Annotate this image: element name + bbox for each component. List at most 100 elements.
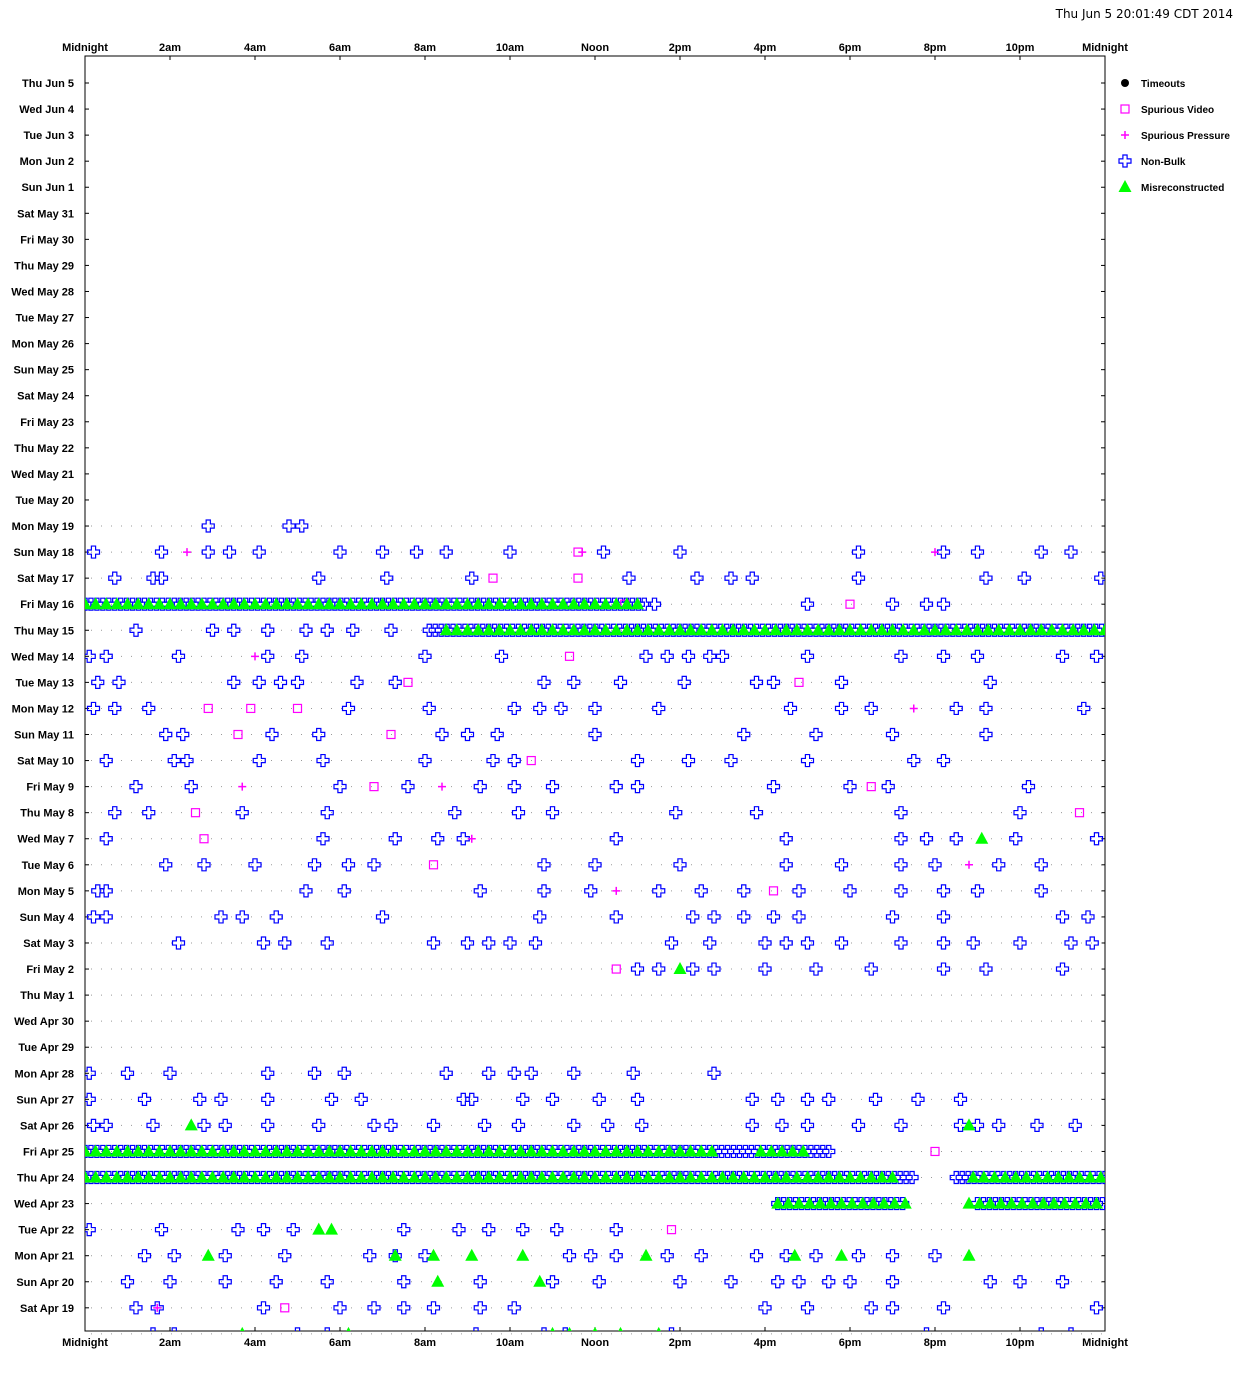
mark-misreconstructed xyxy=(567,623,581,636)
mark-spurious-pressure xyxy=(931,548,939,557)
mark-non-bulk xyxy=(1055,910,1070,924)
mark-non-bulk xyxy=(346,623,360,637)
mark-non-bulk xyxy=(885,597,900,611)
mark-misreconstructed xyxy=(684,1170,698,1183)
mark-misreconstructed xyxy=(599,597,613,610)
series-spurious-pressure xyxy=(153,548,973,1312)
mark-misreconstructed xyxy=(439,1144,453,1157)
mark-misreconstructed xyxy=(439,597,453,610)
mark-misreconstructed xyxy=(1030,1170,1044,1183)
mark-non-bulk xyxy=(197,858,211,872)
mark-misreconstructed xyxy=(1045,623,1059,636)
mark-misreconstructed xyxy=(237,1144,251,1157)
mark-misreconstructed xyxy=(152,597,166,610)
mark-non-bulk xyxy=(482,1223,496,1237)
mark-non-bulk xyxy=(953,1118,968,1132)
mark-non-bulk xyxy=(694,884,708,898)
mark-non-bulk xyxy=(473,1301,487,1315)
mark-misreconstructed xyxy=(769,1170,783,1183)
mark-misreconstructed xyxy=(429,1170,443,1183)
mark-non-bulk xyxy=(418,649,432,663)
mark-misreconstructed xyxy=(269,1170,283,1183)
mark-non-bulk xyxy=(312,1118,326,1132)
mark-non-bulk xyxy=(562,1249,577,1263)
mark-non-bulk xyxy=(112,675,126,689)
mark-non-bulk xyxy=(218,1275,232,1289)
mark-non-bulk xyxy=(176,727,190,742)
x-tick-label-bottom: 4am xyxy=(244,1337,266,1349)
mark-spurious-video xyxy=(794,677,804,687)
mark-misreconstructed xyxy=(988,1170,1001,1183)
mark-non-bulk xyxy=(936,1301,951,1315)
mark-non-bulk xyxy=(171,649,186,663)
mark-non-bulk xyxy=(745,571,759,585)
mark-non-bulk xyxy=(936,962,951,976)
mark-spurious-video xyxy=(768,886,779,896)
mark-misreconstructed xyxy=(949,623,963,636)
mark-non-bulk xyxy=(452,1223,466,1237)
mark-misreconstructed xyxy=(431,1274,445,1287)
mark-non-bulk xyxy=(184,780,198,794)
mark-non-bulk xyxy=(834,936,849,950)
mark-non-bulk xyxy=(588,701,602,716)
mark-misreconstructed xyxy=(365,1144,379,1157)
y-tick-label: Sat May 24 xyxy=(17,391,75,403)
mark-misreconstructed xyxy=(1058,1196,1072,1209)
mark-non-bulk xyxy=(154,1223,169,1237)
mark-non-bulk xyxy=(949,832,963,846)
mark-misreconstructed xyxy=(248,1170,262,1183)
mark-misreconstructed xyxy=(248,597,262,610)
mark-non-bulk xyxy=(85,1092,96,1106)
mark-non-bulk xyxy=(99,649,113,663)
mark-non-bulk xyxy=(503,936,517,950)
mark-non-bulk xyxy=(256,936,271,950)
mark-misreconstructed xyxy=(1079,1196,1093,1209)
mark-misreconstructed xyxy=(312,1170,326,1183)
mark-misreconstructed xyxy=(588,1144,602,1157)
mark-non-bulk xyxy=(936,753,951,768)
mark-non-bulk xyxy=(992,1118,1006,1132)
mark-non-bulk xyxy=(507,1066,521,1080)
mark-misreconstructed xyxy=(174,1170,188,1183)
mark-non-bulk xyxy=(843,884,857,898)
mark-misreconstructed xyxy=(354,1144,368,1157)
mark-misreconstructed xyxy=(1098,623,1105,636)
mark-non-bulk xyxy=(507,701,521,716)
mark-misreconstructed xyxy=(1019,1170,1033,1183)
mark-misreconstructed xyxy=(514,623,528,636)
x-tick-label-top: Midnight xyxy=(62,42,108,54)
mark-misreconstructed xyxy=(747,1170,761,1183)
mark-non-bulk xyxy=(724,753,738,768)
mark-misreconstructed xyxy=(535,1144,549,1157)
mark-non-bulk xyxy=(363,1249,377,1263)
mark-non-bulk xyxy=(205,623,220,637)
mark-non-bulk xyxy=(758,1301,772,1315)
mark-misreconstructed xyxy=(471,1170,485,1183)
mark-non-bulk xyxy=(630,753,645,768)
y-tick-label: Thu Apr 24 xyxy=(17,1173,75,1185)
mark-non-bulk xyxy=(554,701,568,716)
mark-misreconstructed xyxy=(835,1248,848,1261)
mark-misreconstructed xyxy=(1026,1196,1040,1209)
mark-misreconstructed xyxy=(567,597,581,610)
mark-misreconstructed xyxy=(110,597,124,610)
mark-non-bulk xyxy=(766,780,781,794)
y-tick-label: Sat Apr 19 xyxy=(20,1303,74,1315)
mark-misreconstructed xyxy=(121,1144,134,1157)
mark-misreconstructed xyxy=(1041,1170,1055,1183)
y-tick-label: Thu May 8 xyxy=(20,808,74,820)
x-tick-label-top: Midnight xyxy=(1082,42,1128,54)
mark-non-bulk xyxy=(979,701,993,716)
y-tick-label: Sat May 10 xyxy=(17,756,74,768)
mark-misreconstructed xyxy=(592,1326,598,1331)
mark-misreconstructed xyxy=(966,1170,980,1183)
mark-non-bulk xyxy=(533,910,547,924)
x-tick-label-bottom: 6pm xyxy=(839,1337,862,1349)
mark-non-bulk xyxy=(1055,649,1070,663)
mark-non-bulk xyxy=(894,806,908,820)
y-tick-label: Sat May 3 xyxy=(23,938,74,950)
mark-spurious-pressure xyxy=(438,782,446,791)
x-tick-labels: Midnight Midnight 2am 2am 4am 4am 6am 6am 8am 8am… xyxy=(62,42,1128,1349)
mark-misreconstructed xyxy=(1066,623,1080,636)
mark-non-bulk xyxy=(690,571,704,585)
